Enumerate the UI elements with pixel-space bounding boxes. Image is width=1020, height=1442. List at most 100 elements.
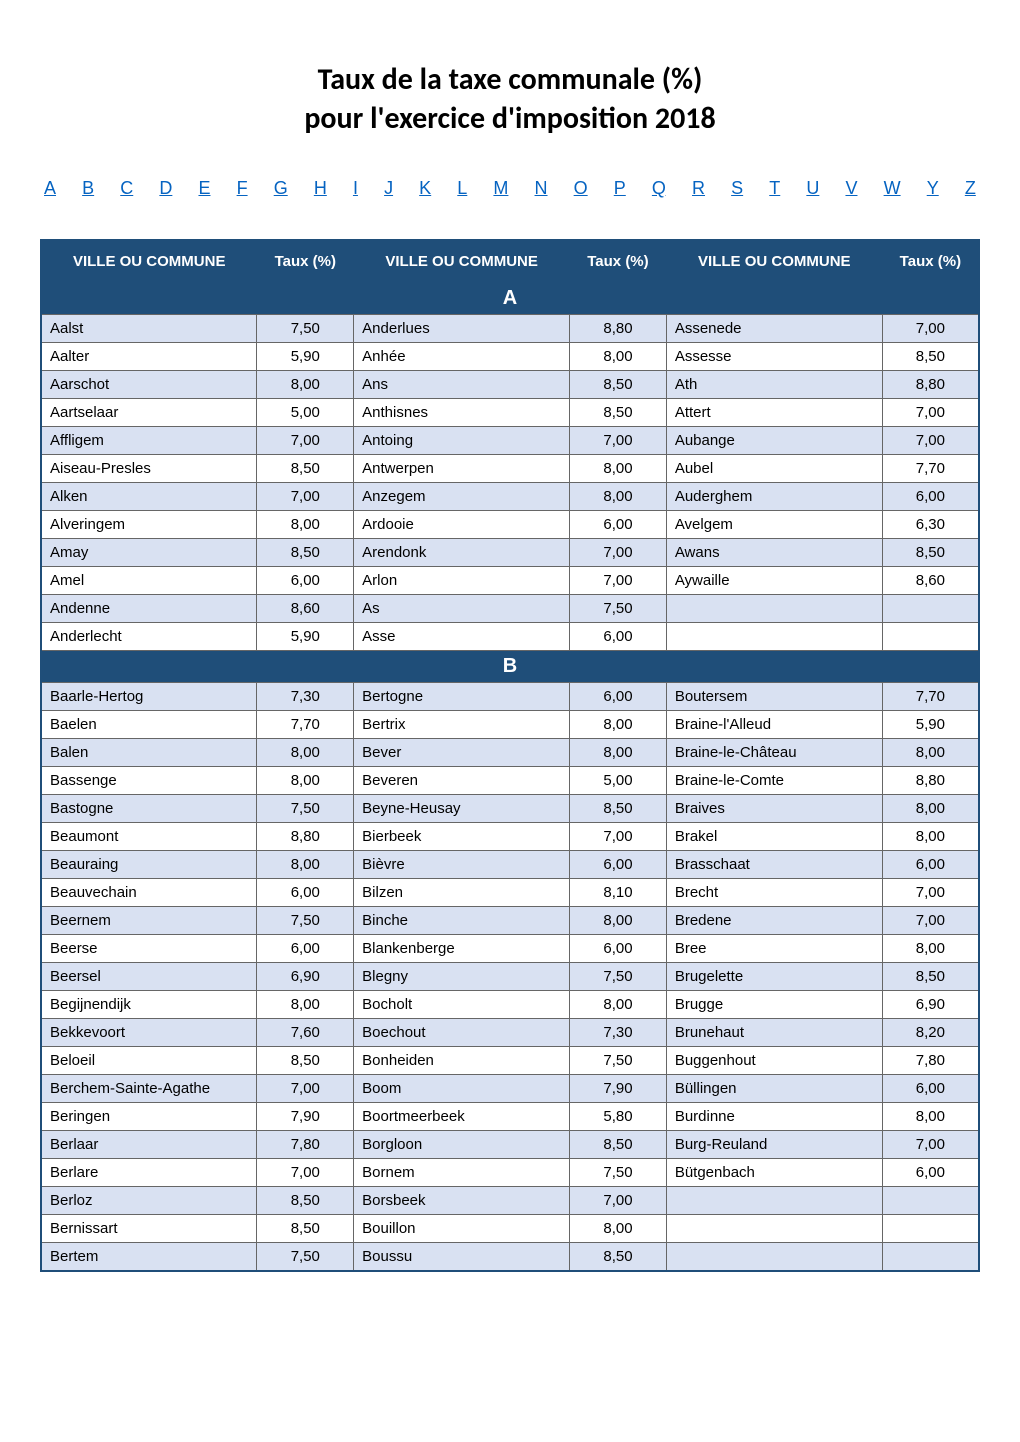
commune-cell: Assenede [666, 315, 882, 343]
alpha-link-b[interactable]: B [82, 178, 94, 199]
rate-cell [882, 1243, 979, 1271]
rate-cell: 7,00 [570, 427, 667, 455]
rate-cell: 7,50 [570, 963, 667, 991]
commune-cell: Burg-Reuland [666, 1131, 882, 1159]
table-row: Bastogne7,50Beyne-Heusay8,50Braives8,00 [41, 795, 979, 823]
commune-cell: Borsbeek [354, 1187, 570, 1215]
commune-cell: Buggenhout [666, 1047, 882, 1075]
rate-cell: 8,00 [570, 739, 667, 767]
alpha-link-y[interactable]: Y [927, 178, 939, 199]
rate-cell: 6,00 [570, 683, 667, 711]
commune-cell: Beaumont [41, 823, 257, 851]
rate-cell: 7,70 [257, 711, 354, 739]
rate-cell: 7,00 [882, 879, 979, 907]
table-row: Berlare7,00Bornem7,50Bütgenbach6,00 [41, 1159, 979, 1187]
rate-cell: 7,00 [882, 315, 979, 343]
alpha-link-j[interactable]: J [384, 178, 393, 199]
section-header-a: A [41, 283, 979, 315]
alpha-link-d[interactable]: D [159, 178, 172, 199]
alpha-link-t[interactable]: T [769, 178, 780, 199]
commune-cell: Beersel [41, 963, 257, 991]
commune-cell: Bertogne [354, 683, 570, 711]
alpha-link-m[interactable]: M [493, 178, 508, 199]
alpha-nav: ABCDEFGHIJKLMNOPQRSTUVWYZ [40, 178, 980, 199]
alpha-link-v[interactable]: V [845, 178, 857, 199]
rate-cell [882, 1215, 979, 1243]
commune-cell [666, 1187, 882, 1215]
commune-cell: Bastogne [41, 795, 257, 823]
rate-cell: 5,90 [882, 711, 979, 739]
commune-cell: Bouillon [354, 1215, 570, 1243]
rate-cell: 7,80 [882, 1047, 979, 1075]
alpha-link-u[interactable]: U [806, 178, 819, 199]
alpha-link-s[interactable]: S [731, 178, 743, 199]
table-row: Berchem-Sainte-Agathe7,00Boom7,90Bülling… [41, 1075, 979, 1103]
alpha-link-w[interactable]: W [884, 178, 901, 199]
alpha-link-e[interactable]: E [198, 178, 210, 199]
table-row: Anderlecht5,90Asse6,00 [41, 623, 979, 651]
rate-cell: 8,00 [257, 767, 354, 795]
header-commune-3: VILLE OU COMMUNE [666, 240, 882, 283]
rate-cell: 8,20 [882, 1019, 979, 1047]
commune-cell [666, 1215, 882, 1243]
alpha-link-k[interactable]: K [419, 178, 431, 199]
commune-cell: Begijnendijk [41, 991, 257, 1019]
table-header: VILLE OU COMMUNE Taux (%) VILLE OU COMMU… [41, 240, 979, 283]
rate-cell: 7,00 [257, 483, 354, 511]
alpha-link-a[interactable]: A [44, 178, 56, 199]
rate-cell: 8,50 [882, 963, 979, 991]
section-header-b: B [41, 651, 979, 683]
alpha-link-z[interactable]: Z [965, 178, 976, 199]
table-row: Alken7,00Anzegem8,00Auderghem6,00 [41, 483, 979, 511]
commune-cell: Beauraing [41, 851, 257, 879]
commune-cell: Bièvre [354, 851, 570, 879]
alpha-link-g[interactable]: G [274, 178, 288, 199]
table-row: Bertem7,50Boussu8,50 [41, 1243, 979, 1271]
rate-cell: 7,00 [570, 539, 667, 567]
rate-cell: 8,00 [570, 907, 667, 935]
table-row: Beauvechain6,00Bilzen8,10Brecht7,00 [41, 879, 979, 907]
commune-cell: Bocholt [354, 991, 570, 1019]
commune-cell: Baelen [41, 711, 257, 739]
commune-cell: Bertrix [354, 711, 570, 739]
alpha-link-l[interactable]: L [457, 178, 467, 199]
rate-cell: 8,50 [570, 1243, 667, 1271]
alpha-link-n[interactable]: N [535, 178, 548, 199]
alpha-link-r[interactable]: R [692, 178, 705, 199]
rate-cell: 7,00 [570, 823, 667, 851]
alpha-link-h[interactable]: H [314, 178, 327, 199]
table-row: Beerse6,00Blankenberge6,00Bree8,00 [41, 935, 979, 963]
rate-cell: 7,80 [257, 1131, 354, 1159]
alpha-link-c[interactable]: C [120, 178, 133, 199]
commune-cell: Brakel [666, 823, 882, 851]
commune-cell: Beernem [41, 907, 257, 935]
section-letter: A [41, 283, 979, 315]
commune-cell: Brasschaat [666, 851, 882, 879]
table-row: Amay8,50Arendonk7,00Awans8,50 [41, 539, 979, 567]
alpha-link-p[interactable]: P [614, 178, 626, 199]
header-commune-1: VILLE OU COMMUNE [41, 240, 257, 283]
rate-cell: 6,00 [257, 935, 354, 963]
rate-cell: 8,00 [257, 511, 354, 539]
rate-cell: 6,00 [882, 851, 979, 879]
rate-cell: 6,90 [257, 963, 354, 991]
commune-cell: Boechout [354, 1019, 570, 1047]
commune-cell: Attert [666, 399, 882, 427]
alpha-link-f[interactable]: F [237, 178, 248, 199]
table-row: Affligem7,00Antoing7,00Aubange7,00 [41, 427, 979, 455]
rate-cell: 7,50 [570, 595, 667, 623]
alpha-link-o[interactable]: O [574, 178, 588, 199]
rate-cell: 8,00 [882, 1103, 979, 1131]
commune-cell: Affligem [41, 427, 257, 455]
rate-cell: 7,50 [570, 1047, 667, 1075]
commune-cell: Blegny [354, 963, 570, 991]
alpha-link-i[interactable]: I [353, 178, 358, 199]
communes-table: VILLE OU COMMUNE Taux (%) VILLE OU COMMU… [40, 239, 980, 1272]
rate-cell: 5,00 [570, 767, 667, 795]
alpha-link-q[interactable]: Q [652, 178, 666, 199]
table-body: AAalst7,50Anderlues8,80Assenede7,00Aalte… [41, 283, 979, 1271]
commune-cell: Boussu [354, 1243, 570, 1271]
commune-cell: Balen [41, 739, 257, 767]
commune-cell: Bekkevoort [41, 1019, 257, 1047]
table-row: Aalst7,50Anderlues8,80Assenede7,00 [41, 315, 979, 343]
